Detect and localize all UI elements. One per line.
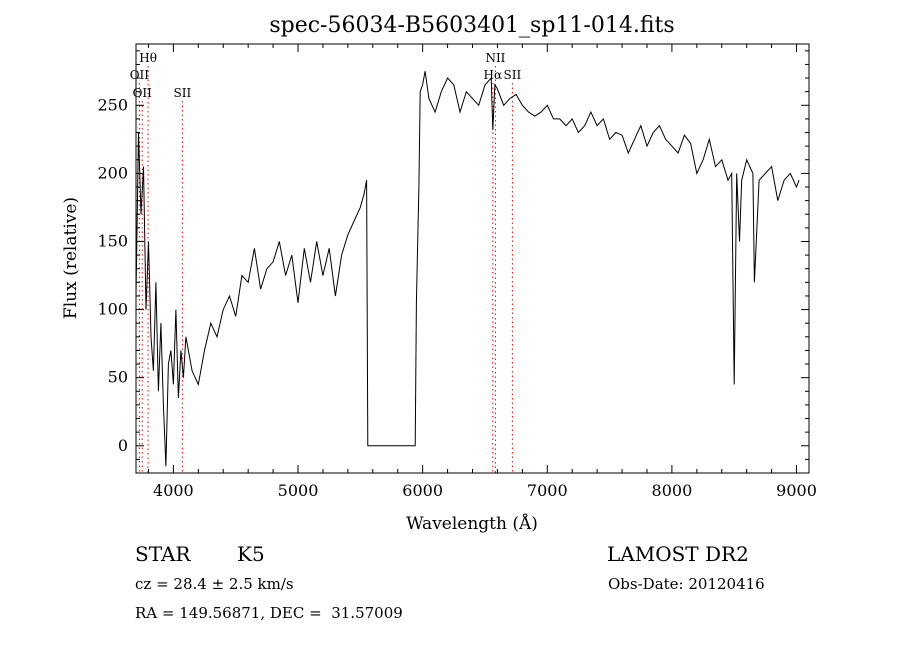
y-tick-label: 0 — [118, 436, 128, 455]
chart-title: spec-56034-B5603401_sp11-014.fits — [269, 13, 674, 38]
x-tick-label: 8000 — [652, 481, 693, 500]
x-axis-label: Wavelength (Å) — [406, 513, 538, 534]
y-tick-label: 150 — [97, 231, 128, 250]
emission-line-label: SII — [174, 86, 192, 100]
object-class: STAR — [135, 542, 191, 566]
x-tick-label: 5000 — [278, 481, 319, 500]
emission-line-label: OII — [130, 68, 150, 82]
emission-line-label: OII — [133, 86, 153, 100]
redshift-line: cz = 28.4 ± 2.5 km/s — [135, 575, 294, 593]
x-tick-label: 6000 — [402, 481, 443, 500]
y-tick-label: 100 — [97, 300, 128, 319]
survey-name: LAMOST DR2 — [607, 542, 749, 566]
y-tick-label: 200 — [97, 163, 128, 182]
spectrum-line — [135, 71, 800, 467]
x-tick-label: 9000 — [776, 481, 817, 500]
radec-line: RA = 149.56871, DEC = 31.57009 — [135, 604, 403, 622]
plot-frame — [135, 43, 810, 474]
y-tick-label: 50 — [108, 368, 128, 387]
axes: 4000 5000 6000 7000 8000 9000 0 50 100 150 200 250 — [97, 44, 817, 500]
x-tick-label: 7000 — [527, 481, 568, 500]
emission-line-label: Hα — [484, 68, 503, 82]
y-axis-label: Flux (relative) — [61, 197, 81, 319]
y-tick-label: 250 — [97, 95, 128, 114]
x-tick-label: 4000 — [153, 481, 194, 500]
emission-line-label: SII — [504, 68, 522, 82]
emission-line-label: NII — [485, 51, 505, 65]
obs-date-line: Obs-Date: 20120416 — [608, 575, 765, 593]
emission-line-label: Hθ — [139, 51, 157, 65]
object-subclass: K5 — [237, 542, 265, 566]
